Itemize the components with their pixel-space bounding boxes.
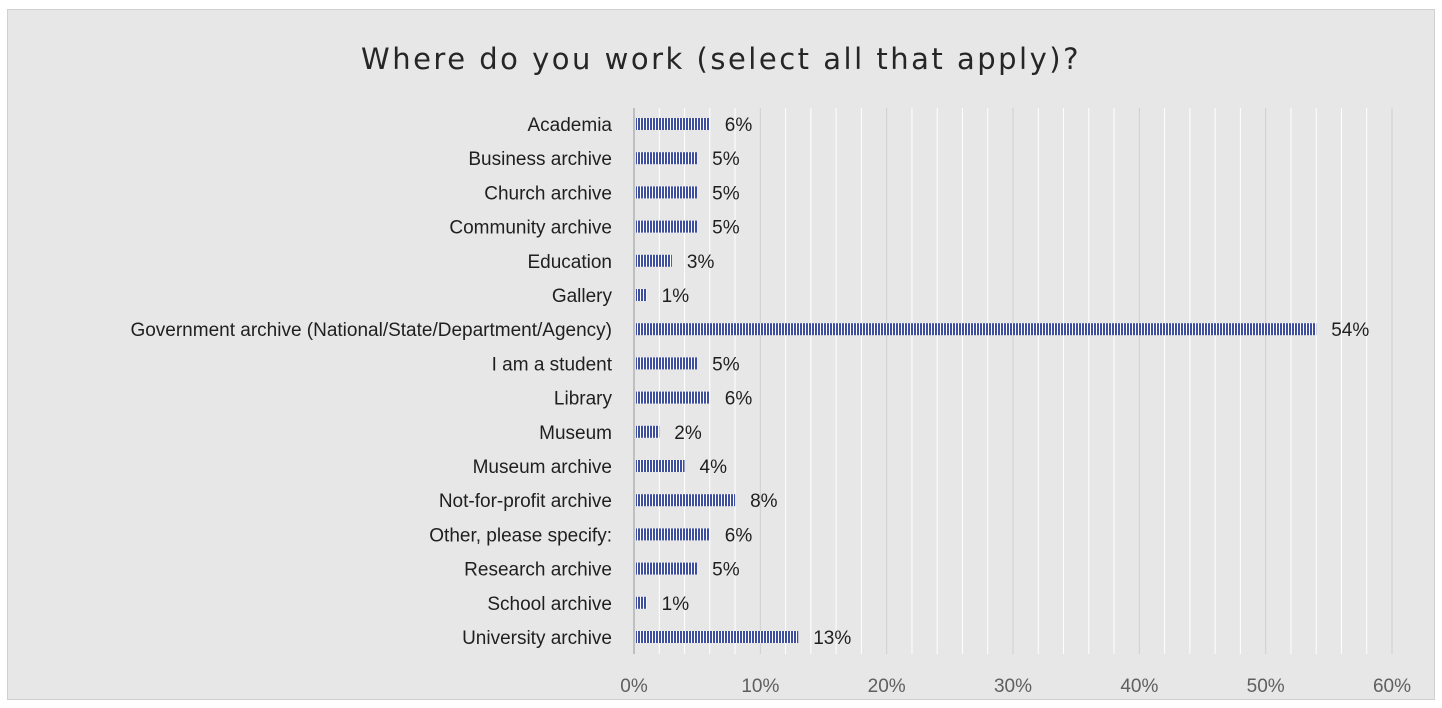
data-label: 5%	[712, 149, 740, 170]
chart-area: Where do you work (select all that apply…	[7, 9, 1435, 700]
data-label: 13%	[813, 628, 851, 649]
category-label: Education	[527, 252, 612, 273]
category-label: Gallery	[552, 286, 613, 307]
category-label: I am a student	[492, 354, 613, 375]
data-label: 1%	[662, 286, 690, 307]
bar	[636, 186, 698, 199]
bar	[636, 391, 710, 404]
gridlines	[633, 108, 1393, 654]
category-label: Business archive	[468, 149, 612, 170]
category-label: School archive	[487, 594, 612, 615]
category-label: Community archive	[449, 218, 612, 239]
x-tick-label: 20%	[868, 676, 906, 697]
category-label: Museum archive	[473, 457, 612, 478]
bar	[636, 562, 698, 575]
bar	[636, 460, 685, 472]
bars	[636, 118, 1317, 643]
data-label: 54%	[1331, 320, 1369, 341]
bar	[636, 631, 799, 643]
bar	[636, 254, 672, 267]
chart-title: Where do you work (select all that apply…	[361, 42, 1081, 76]
x-tick-label: 50%	[1247, 676, 1285, 697]
data-label: 3%	[687, 252, 715, 273]
category-label: Library	[554, 389, 613, 410]
category-label: Academia	[528, 115, 613, 136]
data-label: 4%	[700, 457, 728, 478]
bar	[636, 323, 1317, 336]
data-label: 6%	[725, 525, 753, 546]
x-tick-label: 30%	[994, 676, 1032, 697]
x-tick-label: 10%	[741, 676, 779, 697]
bar	[636, 118, 710, 130]
x-tick-label: 60%	[1373, 676, 1411, 697]
x-tick-label: 40%	[1120, 676, 1158, 697]
data-label: 8%	[750, 491, 778, 512]
category-label: Other, please specify:	[429, 525, 612, 546]
data-label: 5%	[712, 560, 740, 581]
bar-chart: 0% 10% 20% 30% 40% 50% 60% Academia 6% Business a…	[130, 108, 1411, 697]
bar	[636, 528, 710, 541]
x-tick-label: 0%	[620, 676, 648, 697]
bar	[636, 357, 698, 370]
bar	[636, 494, 736, 507]
data-label: 5%	[712, 354, 740, 375]
bar	[636, 220, 698, 233]
category-label: Government archive (National/State/Depar…	[130, 320, 612, 341]
bar	[636, 152, 698, 165]
data-label: 5%	[712, 183, 740, 204]
category-label: Church archive	[484, 183, 612, 204]
data-label: 5%	[712, 218, 740, 239]
data-label: 6%	[725, 389, 753, 410]
category-label: Not-for-profit archive	[439, 491, 612, 512]
bar	[636, 425, 660, 438]
category-label: Museum	[539, 423, 612, 444]
data-label: 6%	[725, 115, 753, 136]
bar	[636, 596, 647, 609]
category-label: Research archive	[464, 560, 612, 581]
labels: 0% 10% 20% 30% 40% 50% 60% Academia 6% Business a…	[130, 115, 1411, 697]
category-label: University archive	[462, 628, 612, 649]
data-label: 2%	[674, 423, 702, 444]
bar	[636, 289, 647, 301]
data-label: 1%	[662, 594, 690, 615]
